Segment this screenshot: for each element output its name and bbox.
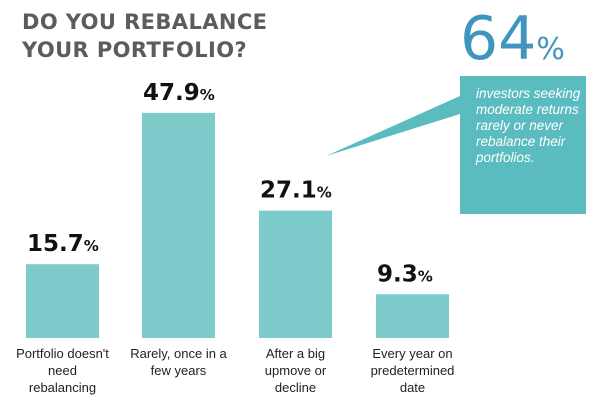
bar-2 xyxy=(142,112,215,339)
bar-1 xyxy=(26,264,99,338)
chart-title: DO YOU REBALANCE YOUR PORTFOLIO? xyxy=(22,8,267,64)
callout-percentage: 64% xyxy=(460,6,565,83)
bar-3 xyxy=(259,210,332,338)
callout-bubble xyxy=(326,76,586,214)
bar-value-label-4: 9.3% xyxy=(377,261,433,287)
bar-value-label-2: 47.9% xyxy=(143,80,215,106)
category-label-1: Portfolio doesn't need rebalancing xyxy=(16,346,109,395)
bars-layer xyxy=(26,112,449,339)
category-label-2: Rarely, once in a few years xyxy=(130,346,227,378)
callout-percent-sign: % xyxy=(536,32,565,67)
category-label-4: Every year on predetermined date xyxy=(371,346,455,395)
callout-number: 64 xyxy=(460,4,537,74)
callout-text: investors seeking moderate returns rarel… xyxy=(476,86,581,165)
bar-value-label-1: 15.7% xyxy=(27,231,99,257)
bar-4 xyxy=(376,294,449,338)
labels-layer: 15.7% Portfolio doesn't need rebalancing 47.… xyxy=(16,80,454,395)
category-label-3: After a big upmove or decline xyxy=(265,346,327,395)
chart-title-line-2: YOUR PORTFOLIO? xyxy=(22,38,248,62)
chart-title-line-1: DO YOU REBALANCE xyxy=(22,10,268,34)
bar-value-label-3: 27.1% xyxy=(260,178,332,204)
